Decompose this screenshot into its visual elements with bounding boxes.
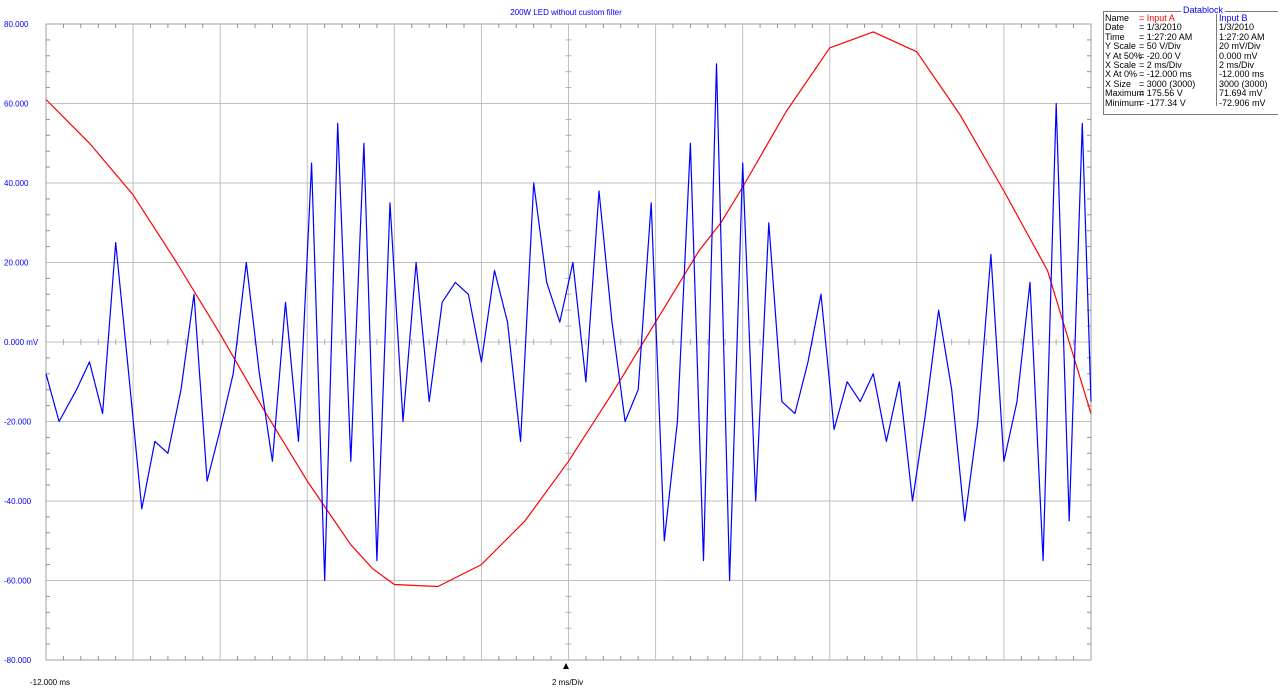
db-label: X Scale xyxy=(1105,59,1137,70)
db-input-b-value: 1:27:20 AM xyxy=(1219,31,1265,42)
y-axis: 80.000 60.000 40.000 20.000 0.000 mV -20.000 -… xyxy=(4,20,39,665)
db-label: Time xyxy=(1105,31,1125,42)
db-label: Y At 50% xyxy=(1105,50,1142,61)
db-label: Name xyxy=(1105,13,1130,23)
db-input-a-value: = 50 V/Div xyxy=(1139,41,1181,52)
y-tick-label: 20.000 xyxy=(4,259,29,268)
y-tick-label: -60.000 xyxy=(4,577,32,586)
series-layer xyxy=(45,31,1092,588)
db-input-b-value: -72.906 mV xyxy=(1219,97,1266,108)
x-start-label: -12.000 ms xyxy=(30,678,70,687)
datablock-input-a: = Input A = 1/3/2010 = 1:27:20 AM = 50 V… xyxy=(1139,13,1213,108)
series-input-a xyxy=(45,31,1092,588)
x-scale-label: 2 ms/Div xyxy=(552,678,583,687)
y-tick-label: 60.000 xyxy=(4,100,29,109)
db-input-a-value: = 2 ms/Div xyxy=(1139,59,1182,70)
db-input-a-value: = 1:27:20 AM xyxy=(1139,31,1193,42)
db-input-b-value: 3000 (3000) xyxy=(1219,78,1268,89)
y-tick-label: 40.000 xyxy=(4,179,29,188)
db-input-a-value: = -177.34 V xyxy=(1139,97,1186,108)
db-label: Date xyxy=(1105,22,1125,33)
db-input-a-value: = -12.000 ms xyxy=(1139,69,1192,80)
datablock-labels: Name Date Time Y Scale Y At 50% X Scale … xyxy=(1105,13,1145,108)
db-input-b-value: 0.000 mV xyxy=(1219,50,1258,61)
series-input-b xyxy=(45,63,1092,582)
db-input-b-value: -12.000 ms xyxy=(1219,69,1265,80)
db-input-a-value: = 175.56 V xyxy=(1139,88,1183,99)
db-input-b-value: 2 ms/Div xyxy=(1219,59,1255,70)
db-label: Minimum xyxy=(1105,97,1142,108)
y-tick-label: -40.000 xyxy=(4,497,32,506)
db-label: Y Scale xyxy=(1105,41,1136,52)
db-input-a-value: = 1/3/2010 xyxy=(1139,22,1182,33)
db-label: X Size xyxy=(1105,78,1132,89)
y-tick-label: 0.000 mV xyxy=(4,338,39,347)
chart-title: 200W LED without custom filter xyxy=(510,8,622,17)
db-input-b-value: 20 mV/Div xyxy=(1219,41,1261,52)
db-input-b-value: 71.694 mV xyxy=(1219,88,1263,99)
db-input-a-value: = -20.00 V xyxy=(1139,50,1181,61)
db-input-b-name: Input B xyxy=(1219,13,1248,23)
datablock-title: Datablock xyxy=(1181,5,1226,16)
plot-grid xyxy=(45,23,1092,661)
datablock-panel: Datablock Name Date Time Y Scale Y At 50… xyxy=(1103,5,1279,115)
trigger-marker-icon xyxy=(563,663,569,669)
y-tick-label: -80.000 xyxy=(4,656,32,665)
datablock-input-b: Input B 1/3/2010 1:27:20 AM 20 mV/Div 0.… xyxy=(1216,13,1285,108)
db-label: X At 0% xyxy=(1105,69,1138,80)
y-tick-label: -20.000 xyxy=(4,418,32,427)
db-input-b-value: 1/3/2010 xyxy=(1219,22,1255,33)
y-tick-label: 80.000 xyxy=(4,20,29,29)
db-label: Maximum xyxy=(1105,88,1145,99)
db-input-a-value: = 3000 (3000) xyxy=(1139,78,1196,89)
db-input-a-name: = Input A xyxy=(1139,13,1175,23)
